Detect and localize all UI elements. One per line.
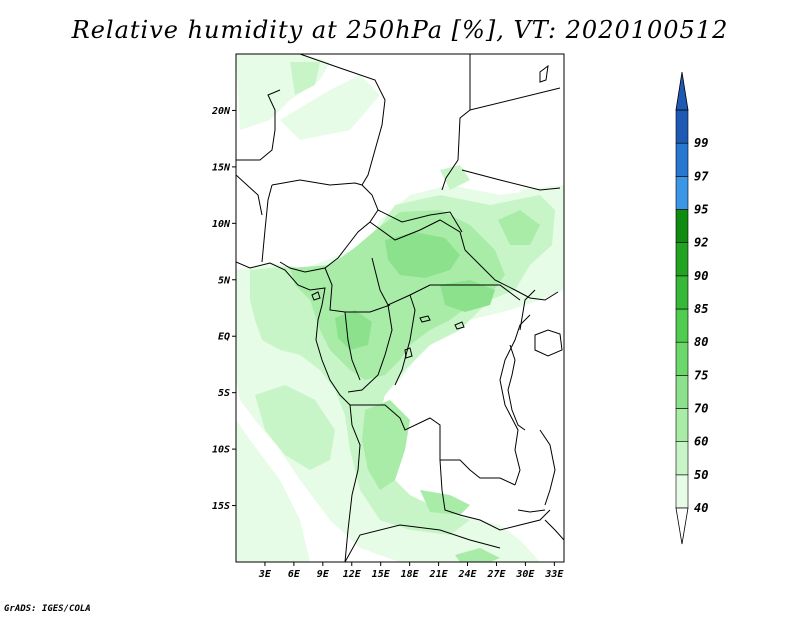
- lon-tick-label: 33E: [544, 569, 564, 580]
- colorbar-bin: [675, 308, 689, 343]
- colorbar-bin: [675, 441, 689, 476]
- colorbar-label: 97: [694, 169, 709, 183]
- lat-tick-label: 5S: [218, 388, 230, 399]
- shading-70-75: [335, 232, 495, 350]
- lat-tick-label: 10S: [212, 445, 230, 456]
- lat-tick-label: 20N: [211, 106, 231, 117]
- colorbar-bin: [675, 109, 689, 144]
- lon-tick-label: 24E: [457, 569, 477, 580]
- lon-tick-label: 21E: [429, 569, 449, 580]
- lon-tick-label: 15E: [372, 569, 391, 580]
- colorbar: 40 50 60 70 75 80 85 90 92 95 97 99: [675, 71, 709, 545]
- colorbar-bin: [675, 375, 689, 409]
- lon-tick-label: 12E: [343, 569, 362, 580]
- colorbar-label: 60: [694, 435, 708, 449]
- lat-tick-label: 15S: [212, 501, 230, 512]
- colorbar-bin: [675, 142, 689, 177]
- colorbar-label: 95: [694, 203, 708, 217]
- lon-tick-label: 9E: [317, 569, 330, 580]
- lon-tick-label: 27E: [486, 569, 506, 580]
- country-borders: [236, 54, 564, 562]
- grads-credit: GrADS: IGES/COLA: [4, 604, 91, 614]
- colorbar-label: 40: [694, 501, 708, 515]
- colorbar-bin: [675, 275, 689, 310]
- humidity-shading: [236, 54, 564, 562]
- latitude-axis: 20N 15N 10N 5N EQ 5S 10S 15S: [211, 106, 236, 512]
- lon-tick-label: 3E: [258, 569, 272, 580]
- colorbar-label: 99: [694, 136, 708, 150]
- colorbar-bin: [675, 341, 689, 376]
- lon-tick-label: 6E: [288, 569, 301, 580]
- colorbar-label: 70: [694, 402, 708, 416]
- colorbar-bin: [675, 242, 689, 277]
- lat-tick-label: 15N: [212, 162, 231, 173]
- colorbar-over-arrow: [675, 71, 689, 111]
- colorbar-bin: [675, 474, 689, 509]
- colorbar-bin: [675, 209, 689, 243]
- longitude-axis: 3E 6E 9E 12E 15E 18E 21E 24E 27E 30E 33E: [258, 562, 564, 580]
- map-frame: [235, 53, 565, 563]
- colorbar-label: 80: [694, 335, 708, 349]
- lat-tick-label: 5N: [218, 275, 231, 286]
- colorbar-label: 50: [694, 468, 708, 482]
- lon-tick-label: 18E: [401, 569, 420, 580]
- colorbar-label: 90: [694, 269, 708, 283]
- chart-title: Relative humidity at 250hPa [%], VT: 202…: [71, 16, 729, 44]
- colorbar-label: 75: [694, 368, 708, 382]
- colorbar-label: 85: [694, 302, 708, 316]
- lat-tick-label: EQ: [218, 332, 230, 343]
- colorbar-bin: [675, 408, 689, 442]
- lat-tick-label: 10N: [212, 219, 231, 230]
- colorbar-bin: [675, 176, 689, 210]
- colorbar-label: 92: [694, 236, 708, 250]
- lon-tick-label: 30E: [515, 569, 535, 580]
- colorbar-under-arrow: [675, 507, 689, 545]
